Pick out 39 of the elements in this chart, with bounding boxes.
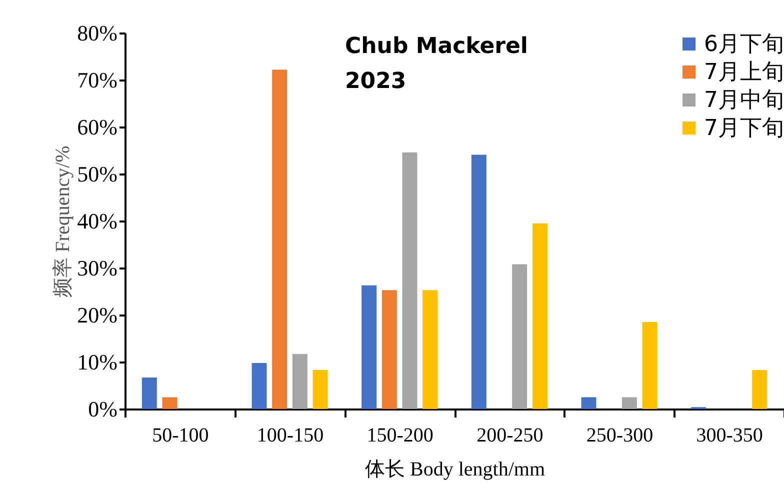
x-tick-label: 100-150 xyxy=(256,424,324,446)
x-tick-label: 200-250 xyxy=(476,424,544,446)
bar xyxy=(272,70,288,409)
x-tick-label: 50-100 xyxy=(152,424,209,446)
bar xyxy=(402,152,418,409)
legend-label: 7月上旬 xyxy=(704,60,784,85)
y-tick-label: 0% xyxy=(88,396,118,422)
bar xyxy=(162,397,178,409)
bar xyxy=(471,154,486,409)
y-tick-label: 60% xyxy=(77,114,118,140)
bar xyxy=(622,397,637,409)
text: Chub Mackerel 2023 xyxy=(345,34,528,94)
bar xyxy=(252,362,267,409)
bar xyxy=(512,264,528,409)
x-tick-label: 300-350 xyxy=(696,424,763,446)
bar xyxy=(581,397,596,409)
x-tick-label: 250-300 xyxy=(586,424,654,446)
bar xyxy=(382,290,397,409)
bar xyxy=(752,370,768,409)
x-axis-title: 体长 Body length/mm xyxy=(365,458,546,480)
bar xyxy=(292,354,308,409)
y-tick-label: 50% xyxy=(77,162,118,186)
y-tick-label: 10% xyxy=(77,350,118,374)
y-tick-label: 80% xyxy=(77,20,118,46)
legend-label: 7月下旬 xyxy=(704,116,784,141)
y-tick-label: 40% xyxy=(77,208,118,234)
bar xyxy=(362,285,377,409)
bar xyxy=(312,370,328,409)
bar xyxy=(532,223,548,409)
bar xyxy=(142,378,157,409)
y-axis-title: 频率 Frequency/% xyxy=(52,146,74,298)
bar xyxy=(422,290,438,409)
y-tick-label: 70% xyxy=(77,68,118,92)
y-tick-label: 20% xyxy=(77,302,118,328)
bar xyxy=(642,322,658,409)
legend-label: 6月下旬 xyxy=(704,32,784,57)
legend-label: 7月中旬 xyxy=(704,88,784,113)
x-tick-label: 150-200 xyxy=(366,424,434,446)
y-tick-label: 30% xyxy=(77,256,118,280)
